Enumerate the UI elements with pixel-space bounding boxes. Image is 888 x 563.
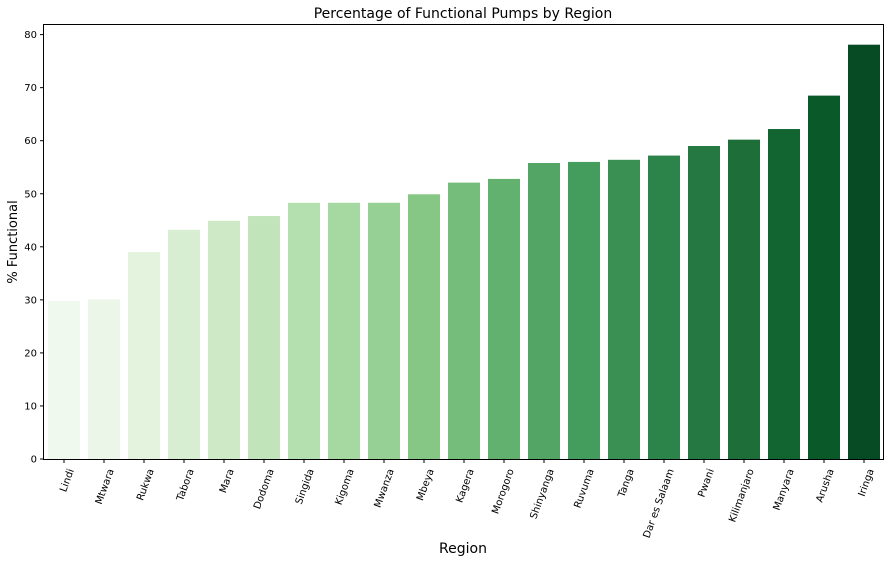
bar-manyara bbox=[768, 129, 800, 459]
bar-mtwara bbox=[88, 299, 120, 459]
x-axis: Lindi Mtwara Rukwa Tabora Mara Dodoma Singida K… bbox=[58, 459, 877, 540]
y-tick-label: 40 bbox=[24, 242, 37, 253]
x-tick-label: Rukwa bbox=[135, 467, 157, 502]
x-tick-label: Mtwara bbox=[94, 467, 117, 506]
bar-kigoma bbox=[328, 202, 360, 459]
x-tick-label: Mbeya bbox=[415, 467, 437, 502]
bar-iringa bbox=[848, 44, 880, 459]
y-tick-label: 80 bbox=[24, 30, 37, 41]
x-tick-label: Mara bbox=[218, 467, 237, 494]
y-axis: 0 10 20 30 40 50 60 70 80 bbox=[24, 30, 44, 466]
y-tick-label: 0 bbox=[31, 455, 37, 466]
x-tick-label: Shinyanga bbox=[528, 467, 556, 520]
bar-pwani bbox=[688, 146, 720, 459]
x-tick-label: Kagera bbox=[454, 467, 476, 504]
bar-mara bbox=[208, 220, 240, 459]
y-tick-label: 10 bbox=[24, 401, 37, 412]
x-axis-label: Region bbox=[439, 541, 487, 557]
y-tick-label: 60 bbox=[24, 136, 37, 147]
x-tick-label: Tabora bbox=[175, 467, 197, 503]
x-tick-label: Arusha bbox=[815, 467, 837, 504]
y-axis-label: % Functional bbox=[6, 200, 21, 283]
bars bbox=[48, 44, 880, 460]
bar-tabora bbox=[168, 229, 200, 459]
bar-kagera bbox=[448, 182, 480, 460]
x-tick-label: Manyara bbox=[772, 467, 797, 512]
x-tick-label: Dodoma bbox=[252, 467, 277, 510]
bar-mbeya bbox=[408, 194, 440, 459]
x-tick-label: Kilimanjaro bbox=[727, 467, 756, 523]
bar-dar-es-salaam bbox=[648, 155, 680, 459]
x-tick-label: Pwani bbox=[696, 467, 716, 498]
x-tick-label: Ruvuma bbox=[572, 467, 596, 509]
x-tick-label: Tanga bbox=[616, 467, 637, 499]
bar-singida bbox=[288, 202, 320, 459]
y-tick-label: 30 bbox=[24, 295, 37, 306]
bar-kilimanjaro bbox=[728, 139, 760, 459]
y-tick-label: 70 bbox=[24, 83, 37, 94]
bar-dodoma bbox=[248, 216, 280, 459]
bar-shinyanga bbox=[528, 162, 560, 460]
bar-morogoro bbox=[488, 178, 520, 459]
x-tick-label: Lindi bbox=[58, 467, 76, 493]
chart-title: Percentage of Functional Pumps by Region bbox=[314, 6, 613, 22]
bar-rukwa bbox=[128, 252, 160, 459]
x-tick-label: Mwanza bbox=[373, 467, 397, 509]
x-tick-label: Morogoro bbox=[490, 467, 516, 515]
x-tick-label: Kigoma bbox=[334, 467, 357, 506]
bar-ruvuma bbox=[568, 161, 600, 460]
bar-arusha bbox=[808, 95, 840, 460]
x-tick-label: Dar es Salaam bbox=[642, 467, 677, 539]
x-tick-label: Iringa bbox=[857, 467, 877, 498]
y-tick-label: 50 bbox=[24, 189, 37, 200]
bar-tanga bbox=[608, 159, 640, 459]
x-tick-label: Singida bbox=[294, 467, 317, 506]
bar-lindi bbox=[48, 300, 80, 459]
y-tick-label: 20 bbox=[24, 348, 37, 359]
bar-mwanza bbox=[368, 202, 400, 459]
